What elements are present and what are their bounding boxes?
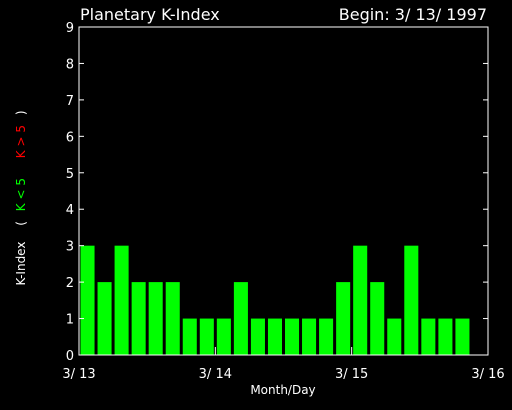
y-ticks: 0 1 2 3 4 5 6 7 8 9	[66, 21, 488, 364]
x-tick-label-4: 3/ 16	[471, 367, 504, 382]
bar-10	[233, 282, 248, 355]
bar-6	[165, 282, 180, 355]
bar-22	[438, 318, 453, 355]
bar-9	[216, 318, 231, 355]
bar-19	[387, 318, 402, 355]
y-axis-label-open: (	[14, 221, 28, 226]
bar-7	[182, 318, 197, 355]
chart-subtitle: Begin: 3/ 13/ 1997	[339, 5, 487, 24]
bar-4	[131, 282, 146, 355]
y-axis-label-prefix: K-Index	[14, 242, 28, 286]
x-tick-label-2: 3/ 14	[199, 367, 232, 382]
y-tick-label-5: 5	[66, 167, 74, 182]
bar-5	[148, 282, 163, 355]
bar-14	[302, 318, 317, 355]
bar-18	[370, 282, 385, 355]
y-tick-label-1: 1	[66, 313, 74, 328]
bar-3	[114, 245, 129, 355]
bar-16	[336, 282, 351, 355]
y-axis-label: K-Index ( K < 5 K > 5 )	[14, 110, 28, 285]
bar-21	[421, 318, 436, 355]
y-axis-label-low: K < 5	[14, 178, 28, 211]
bar-12	[267, 318, 282, 355]
y-tick-label-4: 4	[66, 203, 74, 218]
x-ticks: 3/ 13 3/ 14 3/ 15 3/ 16	[62, 347, 505, 382]
bar-20	[404, 245, 419, 355]
y-axis-label-close: )	[14, 110, 28, 115]
chart-title: Planetary K-Index	[80, 5, 220, 24]
bar-15	[319, 318, 334, 355]
bar-1	[80, 245, 95, 355]
bar-2	[97, 282, 112, 355]
x-axis-label: Month/Day	[250, 383, 315, 397]
bar-11	[250, 318, 265, 355]
y-tick-label-6: 6	[66, 130, 74, 145]
bars	[80, 245, 470, 355]
y-axis-label-high: K > 5	[14, 125, 28, 158]
plot-frame	[78, 26, 489, 356]
y-tick-label-9: 9	[66, 21, 74, 36]
y-axis-label-text: K-Index ( K < 5 K > 5 )	[14, 110, 28, 285]
y-tick-label-2: 2	[66, 276, 74, 291]
bar-13	[285, 318, 300, 355]
y-tick-label-8: 8	[66, 57, 74, 72]
x-tick-label-1: 3/ 13	[62, 367, 95, 382]
x-tick-label-3: 3/ 15	[335, 367, 368, 382]
bar-17	[353, 245, 368, 355]
y-tick-label-0: 0	[66, 349, 74, 364]
y-tick-label-7: 7	[66, 94, 74, 109]
bar-8	[199, 318, 214, 355]
bar-23	[455, 318, 470, 355]
y-tick-label-3: 3	[66, 240, 74, 255]
